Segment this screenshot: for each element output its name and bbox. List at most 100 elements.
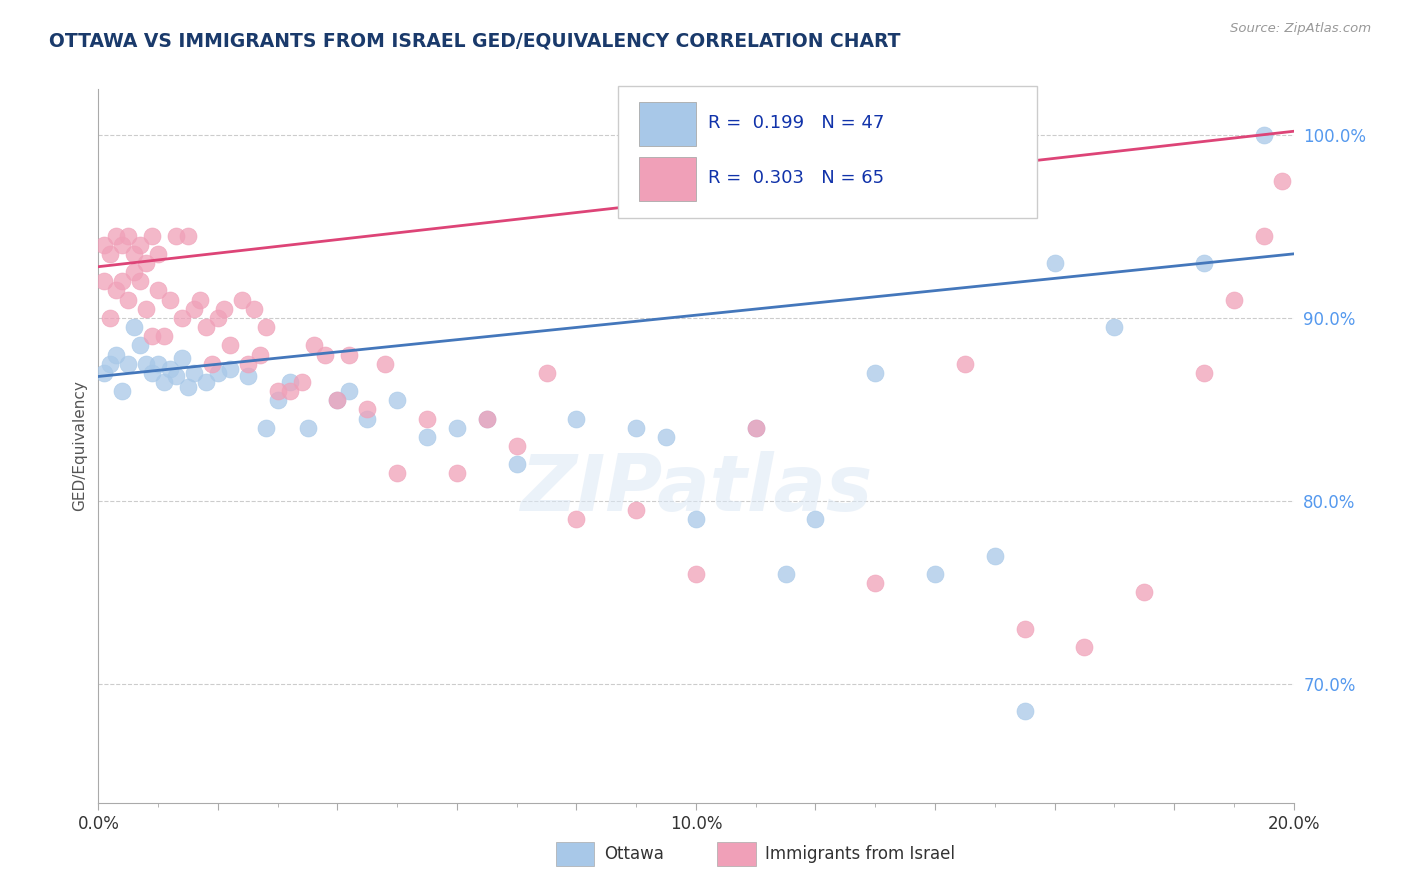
Text: OTTAWA VS IMMIGRANTS FROM ISRAEL GED/EQUIVALENCY CORRELATION CHART: OTTAWA VS IMMIGRANTS FROM ISRAEL GED/EQU… [49, 31, 901, 50]
Point [416, 411, 439, 425]
FancyBboxPatch shape [619, 86, 1036, 218]
Point [135, 256, 157, 270]
Point [536, 366, 558, 380]
Point [1192, 366, 1215, 380]
FancyBboxPatch shape [717, 842, 756, 866]
Point [254, 420, 277, 434]
Point [98, 357, 122, 371]
Point [745, 420, 768, 434]
Point [98, 247, 122, 261]
Point [374, 357, 396, 371]
Point [219, 362, 242, 376]
Point [148, 357, 170, 371]
Point [111, 384, 134, 398]
Point [105, 228, 128, 243]
Point [1223, 293, 1246, 307]
Point [141, 228, 163, 243]
Point [1271, 174, 1294, 188]
Point [129, 274, 152, 288]
Point [172, 310, 194, 325]
Point [291, 375, 314, 389]
Point [111, 274, 134, 288]
Point [278, 375, 301, 389]
Point [124, 265, 146, 279]
Point [201, 357, 224, 371]
Point [141, 329, 163, 343]
Point [93, 366, 115, 380]
Point [506, 439, 529, 453]
Point [1104, 320, 1126, 334]
Point [385, 393, 409, 408]
Text: R =  0.303   N = 65: R = 0.303 N = 65 [709, 169, 884, 187]
Point [1192, 256, 1215, 270]
Point [207, 366, 229, 380]
Point [243, 301, 266, 316]
Point [188, 293, 211, 307]
Point [117, 293, 139, 307]
Point [446, 420, 468, 434]
Point [129, 237, 152, 252]
Point [177, 380, 200, 394]
Point [745, 420, 768, 434]
Point [93, 237, 115, 252]
FancyBboxPatch shape [638, 102, 696, 145]
Point [105, 347, 128, 361]
Point [953, 357, 976, 371]
Point [685, 512, 707, 526]
FancyBboxPatch shape [557, 842, 595, 866]
Point [165, 228, 187, 243]
Point [1253, 128, 1275, 142]
Point [804, 512, 827, 526]
Point [236, 357, 259, 371]
Point [159, 293, 181, 307]
Point [315, 347, 337, 361]
Point [416, 430, 439, 444]
Point [249, 347, 271, 361]
Point [1133, 585, 1156, 599]
Point [117, 357, 139, 371]
Point [626, 503, 648, 517]
Point [165, 369, 187, 384]
Point [1014, 704, 1036, 718]
Point [506, 458, 529, 472]
Point [148, 247, 170, 261]
Point [297, 420, 319, 434]
Point [105, 284, 128, 298]
Point [326, 393, 349, 408]
Point [212, 301, 235, 316]
Point [267, 384, 290, 398]
Point [655, 430, 678, 444]
Point [356, 411, 378, 425]
Point [153, 329, 176, 343]
Point [685, 567, 707, 582]
Point [231, 293, 253, 307]
Point [356, 402, 378, 417]
Point [195, 375, 218, 389]
Point [236, 369, 259, 384]
Point [865, 576, 887, 591]
Point [924, 567, 946, 582]
Point [117, 228, 139, 243]
FancyBboxPatch shape [638, 157, 696, 201]
Point [446, 467, 468, 481]
Point [98, 310, 122, 325]
Point [93, 274, 115, 288]
Point [153, 375, 176, 389]
Text: Immigrants from Israel: Immigrants from Israel [765, 846, 955, 863]
Point [626, 420, 648, 434]
Point [475, 411, 498, 425]
Text: R =  0.199   N = 47: R = 0.199 N = 47 [709, 114, 884, 132]
Point [865, 366, 887, 380]
Point [148, 284, 170, 298]
Point [1014, 622, 1036, 636]
Point [475, 411, 498, 425]
Point [339, 384, 361, 398]
Point [111, 237, 134, 252]
Point [135, 357, 157, 371]
Point [385, 467, 409, 481]
Point [984, 549, 1007, 563]
Point [124, 320, 146, 334]
Text: ZIPatlas: ZIPatlas [520, 450, 872, 527]
Point [159, 362, 181, 376]
Point [177, 228, 200, 243]
